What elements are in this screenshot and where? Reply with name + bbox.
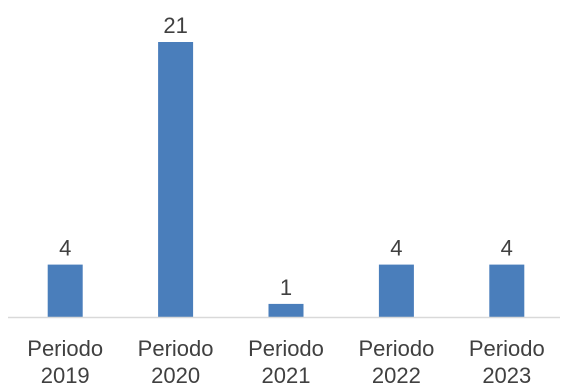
data-label: 1 bbox=[280, 275, 292, 300]
bar-periodo-2019 bbox=[47, 264, 83, 317]
bar-periodo-2021 bbox=[268, 303, 304, 317]
data-labels-layer: 4 21 1 4 4 bbox=[59, 13, 513, 300]
x-tick-label: Periodo 2021 bbox=[248, 336, 324, 388]
x-tick-label: Periodo 2019 bbox=[27, 336, 103, 388]
data-label: 4 bbox=[59, 236, 71, 261]
bars-layer bbox=[47, 42, 525, 317]
x-tick-labels-layer: Periodo 2019 Periodo 2020 Periodo 2021 Periodo… bbox=[27, 336, 544, 388]
bar-periodo-2023 bbox=[489, 264, 525, 317]
data-label: 4 bbox=[390, 236, 402, 261]
x-tick-label: Periodo 2022 bbox=[358, 336, 434, 388]
bar-periodo-2020 bbox=[158, 42, 194, 317]
bar-periodo-2022 bbox=[378, 264, 414, 317]
data-label: 21 bbox=[163, 13, 187, 38]
x-tick-label: Periodo 2020 bbox=[138, 336, 214, 388]
data-label: 4 bbox=[501, 236, 513, 261]
x-tick-label: Periodo 2023 bbox=[469, 336, 545, 388]
